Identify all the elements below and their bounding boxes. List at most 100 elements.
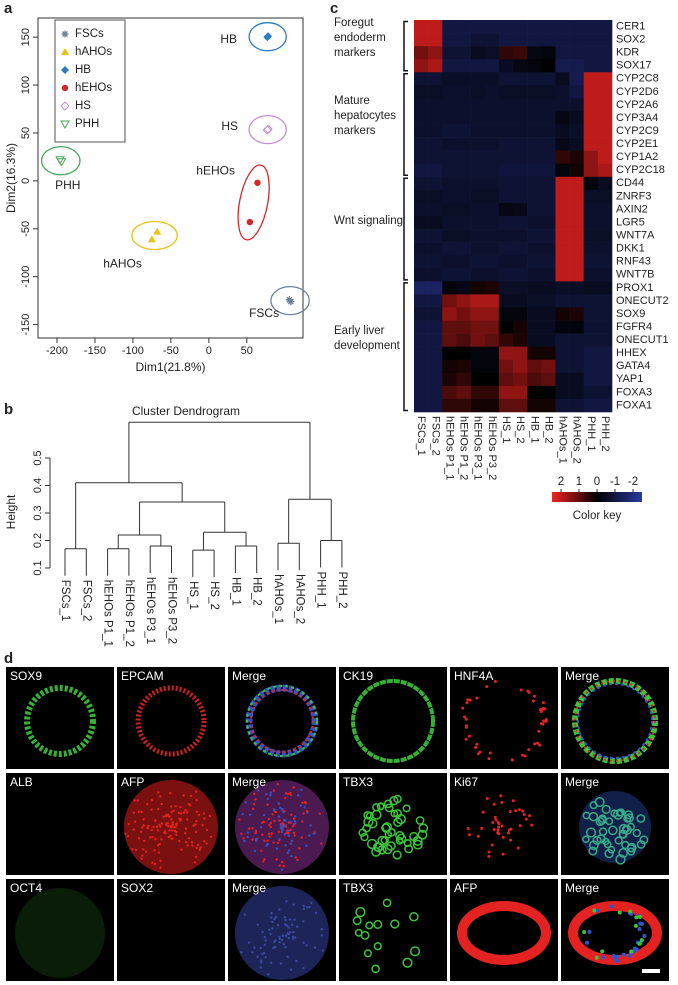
heat-cell — [498, 137, 514, 151]
heat-cell — [555, 398, 570, 413]
heat-cell — [569, 111, 585, 125]
row-label: DKK1 — [616, 243, 645, 255]
heat-cell — [583, 385, 599, 400]
heat-cell — [597, 385, 613, 400]
stain-dot — [160, 838, 163, 841]
heat-cell — [428, 189, 443, 204]
stain-dot — [195, 819, 198, 823]
stain-dot — [154, 838, 157, 841]
stain-dot — [640, 921, 645, 926]
stain-dot — [252, 802, 256, 806]
heat-cell — [484, 98, 500, 112]
heat-cell — [583, 229, 599, 243]
stain-dot — [290, 923, 294, 926]
leaf-label: HB_2 — [251, 577, 263, 606]
stain-dot — [302, 907, 306, 911]
leaf-label: HB_1 — [229, 577, 241, 606]
stain-dot — [133, 820, 137, 823]
stain-dot — [287, 849, 291, 852]
stain-dot — [265, 844, 268, 847]
heat-cell — [414, 307, 429, 321]
heat-cell — [484, 163, 500, 178]
row-label: ONECUT2 — [616, 295, 669, 307]
stain-dot — [191, 844, 194, 847]
heat-cell — [555, 98, 570, 112]
stain-cell — [381, 823, 391, 833]
heat-cell — [442, 372, 457, 387]
heat-cell — [541, 33, 556, 47]
stain-dot — [158, 842, 161, 846]
heat-cell — [414, 85, 429, 99]
heat-cell — [513, 72, 528, 86]
stain-dot — [273, 808, 276, 812]
stain-dot — [282, 825, 285, 828]
heat-cell — [513, 176, 528, 191]
stain-dot — [309, 824, 312, 827]
stain-dot — [289, 968, 293, 971]
stain-dot — [284, 792, 288, 795]
heat-cell — [428, 229, 443, 243]
heat-cell — [555, 346, 570, 361]
stain-dot — [464, 737, 468, 741]
stain-dot — [267, 817, 271, 821]
stain-dot — [281, 828, 284, 831]
column-label: FSCs_1 — [415, 416, 427, 456]
row-label: CYP1A2 — [616, 151, 658, 163]
heat-cell — [597, 20, 613, 34]
stain-dot — [293, 918, 296, 921]
micrograph-label: Merge — [232, 669, 266, 683]
heat-cell — [484, 150, 500, 165]
stain-dot — [154, 819, 157, 822]
stain-dot — [500, 801, 504, 805]
stain-dot — [273, 917, 276, 921]
stain-cell — [389, 796, 399, 806]
stain-cell — [607, 845, 616, 854]
heat-cell — [414, 346, 429, 361]
stain-dot — [134, 848, 138, 852]
stain-cell — [377, 835, 388, 846]
heat-cell — [414, 72, 429, 86]
stain-dot — [159, 795, 162, 798]
heat-cell — [555, 333, 570, 347]
stain-dot — [142, 824, 145, 827]
stain-dot — [263, 813, 266, 817]
stain-dot — [270, 961, 273, 964]
stain-dot — [466, 826, 470, 830]
stain-dot — [205, 842, 208, 845]
stain-dot — [140, 857, 143, 860]
stain-dot — [141, 826, 144, 829]
stain-dot — [487, 850, 491, 854]
stain-dot — [533, 742, 537, 746]
column-label: hEHOs P1_1 — [443, 416, 455, 480]
heat-cell — [513, 229, 528, 243]
y-tick-label: 50 — [20, 127, 32, 139]
stain-cell — [607, 825, 618, 836]
stain-dot — [501, 852, 505, 856]
stain-dot — [611, 954, 616, 959]
stain-dot — [296, 794, 300, 797]
heat-cell — [414, 20, 429, 34]
leaf-label: FSCs_2 — [80, 580, 92, 622]
heat-cell — [583, 137, 599, 151]
stain-dot — [187, 802, 191, 806]
stain-dot — [194, 823, 197, 826]
heat-cell — [513, 111, 528, 125]
heat-cell — [456, 346, 471, 361]
heat-cell — [527, 216, 542, 230]
heat-cell — [470, 20, 486, 34]
stain-dot — [194, 855, 198, 859]
stain-dot — [260, 849, 263, 852]
stain-dot — [308, 834, 311, 837]
heat-cell — [442, 20, 457, 34]
micrograph-label: AFP — [454, 881, 477, 895]
row-label: RNF43 — [616, 256, 651, 268]
heat-cell — [583, 176, 599, 191]
stain-dot — [198, 848, 202, 851]
micrograph-label: SOX9 — [10, 669, 42, 683]
stain-dot — [164, 831, 167, 835]
heat-cell — [428, 268, 443, 282]
cluster-label: hEHOs — [196, 164, 235, 178]
heat-cell — [569, 85, 585, 99]
heat-cell — [442, 72, 457, 86]
stain-dot — [293, 819, 297, 823]
